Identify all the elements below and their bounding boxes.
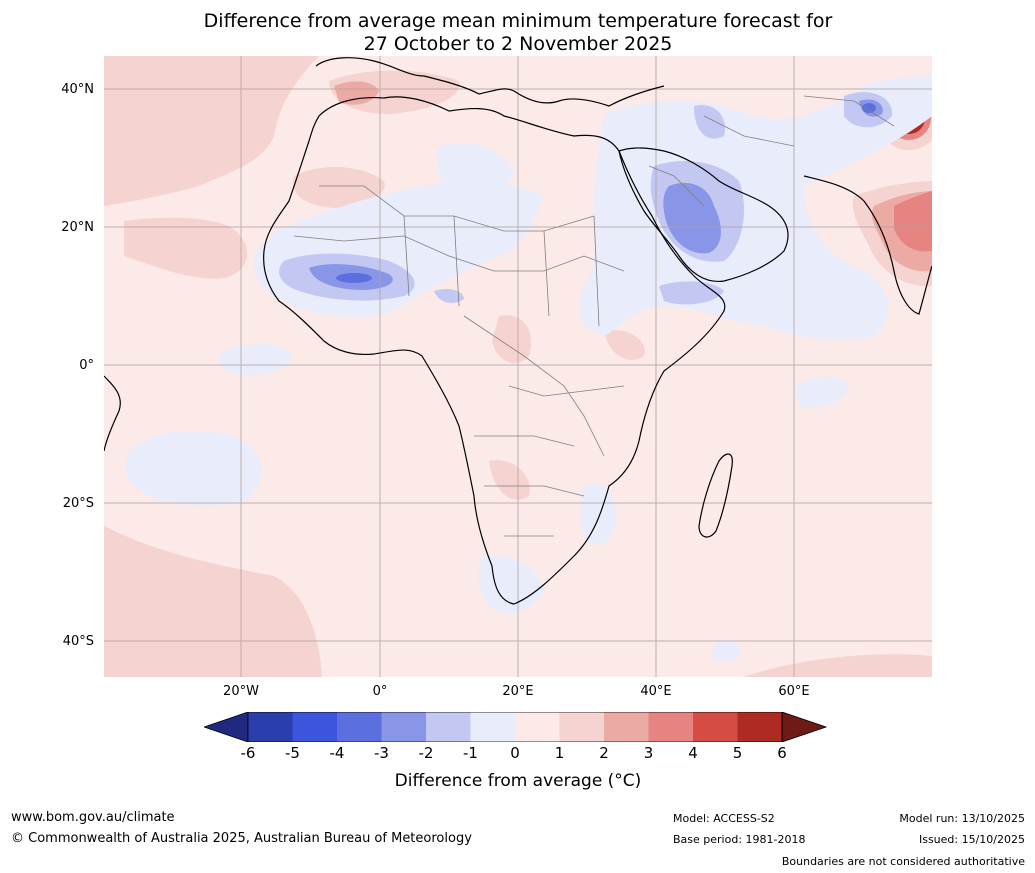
cool-anomaly-gulf-of-guinea <box>219 344 292 376</box>
colorbar-tick-label: 6 <box>777 744 787 762</box>
cool-anomaly-south-indian <box>712 641 740 661</box>
warm-anomaly-south-atlantic <box>104 526 322 677</box>
warm-anomaly-sahara-north <box>293 166 385 208</box>
title-line-1: Difference from average mean minimum tem… <box>203 10 833 32</box>
colorbar-tick-label: -3 <box>374 744 389 762</box>
colorbar-tick-label: -4 <box>329 744 345 762</box>
warm-anomaly-southern-africa <box>489 460 530 500</box>
cool-anomaly-central-sahel-1-2 <box>434 288 464 303</box>
cool-anomaly-south-atlantic <box>125 431 262 506</box>
cool-anomaly-iran-1-2 <box>694 105 725 139</box>
lat-label-40n: 40°N <box>61 82 94 97</box>
lat-label-40s: 40°S <box>62 634 94 649</box>
colorbar-segment <box>470 712 515 742</box>
colorbar-tick-label: 4 <box>688 744 698 762</box>
arabia-coastline <box>618 147 789 283</box>
colorbar-segment <box>604 712 649 742</box>
madagascar-coastline <box>698 453 733 538</box>
colorbar-segment <box>515 712 560 742</box>
lon-label-20w: 20°W <box>223 684 259 699</box>
warm-anomaly-south-indian-ocean <box>744 654 932 677</box>
colorbar-segment <box>426 712 471 742</box>
cool-anomaly-sahel-3-4 <box>336 273 372 283</box>
warm-anomaly-central-africa <box>492 315 531 364</box>
country-borders <box>293 95 895 537</box>
map-svg <box>104 56 932 677</box>
africa-coastline <box>263 96 726 605</box>
colorbar-tick-label: 3 <box>643 744 654 762</box>
cool-anomaly-north-africa-east <box>437 142 514 198</box>
footer-issued: Issued: 15/10/2025 <box>918 833 1025 846</box>
warm-anomaly-iberia <box>334 81 379 105</box>
colorbar <box>204 712 828 742</box>
europe-coastline <box>315 57 665 107</box>
footer-website: www.bom.gov.au/climate <box>11 810 175 825</box>
colorbar-segments <box>204 712 828 742</box>
cool-anomaly-southeast-africa <box>580 483 617 545</box>
colorbar-arrow-high <box>781 712 828 742</box>
cool-anomaly-arabia-east-africa <box>579 76 932 341</box>
lat-label-20s: 20°S <box>62 496 94 511</box>
colorbar-tick-label: 1 <box>554 744 565 762</box>
warm-anomaly-east-africa <box>604 330 645 360</box>
colorbar-segment <box>381 712 426 742</box>
colorbar-tick-label: 2 <box>599 744 609 762</box>
cool-anomaly-indian-ocean <box>794 377 849 408</box>
colorbar-segment <box>737 712 782 742</box>
footer-copyright: © Commonwealth of Australia 2025, Austra… <box>11 831 472 846</box>
colorbar-tick-label: -6 <box>240 744 256 762</box>
colorbar-outline <box>247 712 783 742</box>
colorbar-segment <box>248 712 293 742</box>
colorbar-title: Difference from average (°C) <box>394 771 642 791</box>
map-title: Difference from average mean minimum tem… <box>104 10 932 56</box>
warm-anomaly-india-3-4 <box>894 191 932 252</box>
title-line-2: 27 October to 2 November 2025 <box>363 33 673 55</box>
colorbar-segment <box>559 712 604 742</box>
lon-label-0: 0° <box>372 684 388 699</box>
cool-anomaly-pakistan-3-4 <box>862 103 876 113</box>
lon-label-20e: 20°E <box>502 684 534 699</box>
warm-anomaly-west-africa-coast <box>124 217 248 279</box>
colorbar-tick-label: -2 <box>418 744 434 762</box>
cool-anomaly-cape <box>478 555 544 614</box>
south-america-coastline <box>104 375 121 452</box>
colorbar-tick-label: -5 <box>285 744 300 762</box>
colorbar-arrow-low <box>204 712 249 742</box>
forecast-map <box>104 56 932 677</box>
lon-label-60e: 60°E <box>778 684 810 699</box>
lat-label-20n: 20°N <box>61 220 94 235</box>
india-coastline <box>803 175 932 315</box>
colorbar-segment <box>337 712 382 742</box>
lon-label-40e: 40°E <box>640 684 672 699</box>
colorbar-segment <box>693 712 738 742</box>
footer-base-period: Base period: 1981-2018 <box>673 833 806 846</box>
colorbar-tick-label: 5 <box>732 744 743 762</box>
coastlines <box>104 57 932 605</box>
footer-model: Model: ACCESS-S2 <box>673 812 775 825</box>
cool-anomaly-arabia-2-3 <box>663 182 721 254</box>
colorbar-tick-label: -1 <box>463 744 478 762</box>
warm-anomaly-north-atlantic <box>104 56 319 206</box>
footer-model-run: Model run: 13/10/2025 <box>899 812 1025 825</box>
colorbar-tick-label: 0 <box>510 744 520 762</box>
gridlines <box>104 56 932 677</box>
colorbar-segment <box>292 712 337 742</box>
colorbar-segment <box>648 712 693 742</box>
footer-disclaimer: Boundaries are not considered authoritat… <box>781 855 1025 868</box>
lat-label-equator: 0° <box>79 358 94 373</box>
